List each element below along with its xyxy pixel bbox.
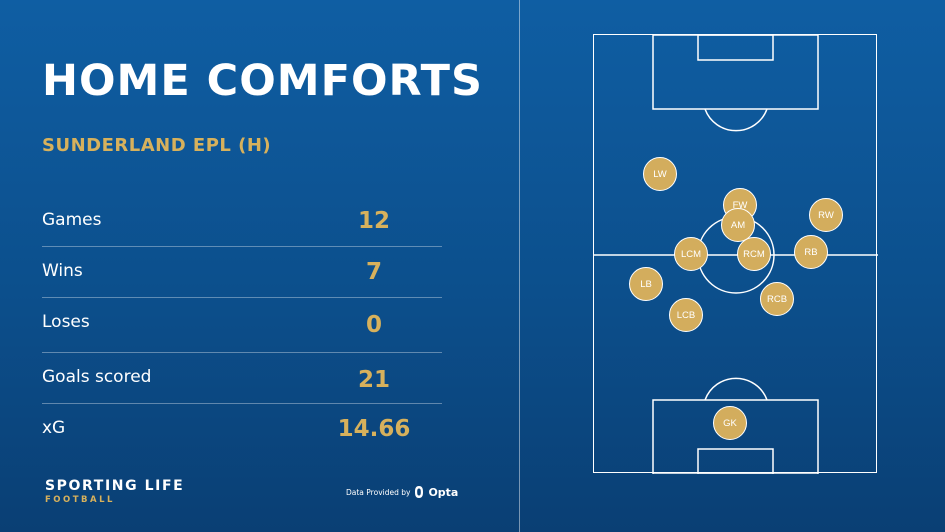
stats-table: Games 12 Wins 7 Loses 0 Goals scored 21 … bbox=[42, 196, 442, 454]
stat-row-games: Games 12 bbox=[42, 196, 442, 247]
stat-label: Wins bbox=[42, 261, 83, 281]
stat-row-xg: xG 14.66 bbox=[42, 404, 442, 454]
opta-logo-icon bbox=[415, 486, 424, 498]
player-lb: LB bbox=[629, 267, 663, 301]
player-rcb: RCB bbox=[760, 282, 794, 316]
stat-value: 12 bbox=[357, 208, 390, 234]
data-credit: Data Provided by Opta bbox=[346, 485, 458, 499]
credit-text: Data Provided by bbox=[346, 487, 411, 497]
stat-value: 7 bbox=[365, 259, 382, 285]
stat-row-loses: Loses 0 bbox=[42, 298, 442, 353]
page-title: HOME COMFORTS bbox=[42, 56, 483, 106]
stat-label: Loses bbox=[42, 312, 90, 332]
stat-value: 14.66 bbox=[337, 416, 411, 442]
stat-value: 21 bbox=[357, 367, 390, 393]
stat-label: Goals scored bbox=[42, 367, 152, 387]
player-gk: GK bbox=[713, 406, 747, 440]
credit-provider: Opta bbox=[428, 485, 459, 499]
player-rw: RW bbox=[809, 198, 843, 232]
stat-label: xG bbox=[42, 418, 66, 438]
stat-row-goals-scored: Goals scored 21 bbox=[42, 353, 442, 404]
brand-logo: SPORTING LIFE FOOTBALL bbox=[45, 478, 184, 505]
brand-sub: FOOTBALL bbox=[45, 495, 115, 505]
stat-label: Games bbox=[42, 210, 102, 230]
player-rcm: RCM bbox=[737, 237, 771, 271]
player-lcm: LCM bbox=[674, 237, 708, 271]
player-rb: RB bbox=[794, 235, 828, 269]
player-lcb: LCB bbox=[669, 298, 703, 332]
panel-divider bbox=[519, 0, 520, 532]
player-lw: LW bbox=[643, 157, 677, 191]
player-am: AM bbox=[721, 208, 755, 242]
page-subtitle: SUNDERLAND EPL (H) bbox=[42, 135, 272, 156]
stat-value: 0 bbox=[365, 312, 382, 338]
stat-row-wins: Wins 7 bbox=[42, 247, 442, 298]
brand-name: SPORTING LIFE bbox=[45, 478, 185, 494]
